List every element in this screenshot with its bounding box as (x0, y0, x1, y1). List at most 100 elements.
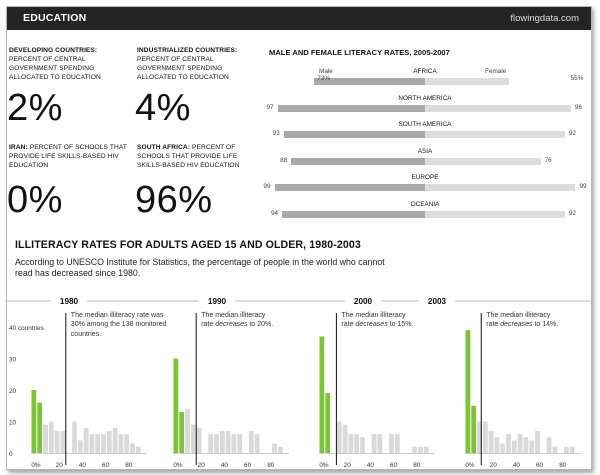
stat-label-industrialized: INDUSTRIALIZED COUNTRIES: PERCENT OF CEN… (137, 46, 255, 82)
male-value-label: 73% (317, 75, 331, 82)
male-value-label: 97 (266, 103, 274, 111)
stat-label-bold: SOUTH AFRICA: (137, 144, 191, 151)
y-tick-label: 10 (9, 420, 17, 427)
x-tick-label: 20 (344, 462, 352, 469)
female-bar (425, 210, 565, 218)
histogram-bar (48, 421, 54, 453)
y-tick-label: 40 countries (9, 325, 44, 332)
male-bar (282, 210, 425, 218)
y-tick-label: 0 (9, 451, 13, 458)
header-source: flowingdata.com (510, 13, 579, 24)
male-value-label: 99 (263, 183, 271, 190)
region-label: NORTH AMERICA (398, 94, 452, 102)
stat-label-text: PERCENT OF SCHOOLS THAT PROVIDE LIFE SKI… (137, 144, 240, 169)
histogram-bar (219, 430, 225, 453)
histogram-bar (112, 427, 118, 453)
female-bar (425, 157, 541, 165)
stat-value-industrialized: 4% (135, 87, 191, 129)
x-tick-label: 0% (31, 462, 41, 469)
histogram-bar (101, 434, 106, 453)
x-tick-label: 80 (267, 462, 275, 469)
year-label: 1980 (60, 297, 79, 306)
x-tick-label: 0% (173, 462, 183, 469)
histogram-bar (354, 434, 360, 453)
histogram-bar (494, 437, 500, 453)
histogram-bar (185, 408, 190, 453)
histogram-bar (517, 434, 523, 453)
histogram-bar (135, 446, 141, 453)
histogram-bar (95, 434, 101, 453)
median-annotation: The median illiteracy rate decreases to … (341, 312, 414, 329)
year-label-backdrop (419, 295, 455, 307)
median-annotation: The median illiteracy rate decreases to … (486, 312, 559, 329)
year-label-backdrop (345, 295, 381, 307)
legend-male: Male (319, 68, 333, 75)
histogram-bar (377, 434, 383, 453)
year-label: 2000 (354, 297, 373, 306)
x-tick-label: 20 (56, 462, 64, 469)
histogram-bar (130, 443, 135, 453)
stat-value-developing: 2% (7, 87, 63, 129)
year-label-backdrop (51, 295, 87, 307)
histogram-bar (43, 424, 48, 453)
histogram-bar (37, 402, 43, 453)
histogram-bar (465, 330, 471, 453)
male-value-label: 93 (272, 130, 280, 137)
histogram-bar (248, 430, 254, 453)
histogram-bar (277, 446, 283, 453)
histogram-bar (179, 412, 185, 453)
histogram-bar (552, 446, 558, 453)
histogram-bar (564, 446, 569, 453)
histogram-bar (54, 430, 60, 453)
female-bar (425, 131, 565, 138)
histogram-bar (196, 427, 202, 453)
x-tick-label: 60 (390, 462, 398, 469)
histogram-bar (124, 434, 130, 453)
region-label: ASIA (417, 147, 433, 155)
region-label: AFRICA (413, 68, 437, 75)
histogram-bar (394, 434, 400, 453)
male-bar (314, 78, 425, 85)
x-tick-label: 60 (536, 462, 544, 469)
histogram-bar (471, 405, 477, 453)
histogram-bar (523, 437, 529, 453)
histogram-bar (336, 421, 342, 453)
histogram-bar (173, 358, 179, 453)
histogram-bar (418, 446, 423, 453)
histogram-bar (488, 430, 494, 453)
histogram-bar (225, 430, 231, 453)
illiteracy-title: ILLITERACY RATES FOR ADULTS AGED 15 AND … (15, 239, 361, 251)
histogram-bar (423, 446, 429, 453)
infographic-frame: EDUCATION flowingdata.com DEVELOPING COU… (6, 6, 592, 470)
stat-label-bold: DEVELOPING COUNTRIES: (9, 47, 98, 54)
histogram-bar (254, 434, 260, 453)
histogram-bar (31, 390, 37, 453)
male-bar (291, 157, 425, 165)
histogram-bar (89, 434, 95, 453)
histogram-bar (106, 430, 112, 453)
histogram-bar (506, 434, 511, 453)
header-title: EDUCATION (23, 12, 87, 24)
female-value-label: 76 (544, 156, 552, 164)
histogram-bar (482, 421, 488, 453)
year-label-backdrop (199, 295, 235, 307)
histogram-bar (77, 440, 83, 453)
x-tick-label: 20 (198, 462, 206, 469)
histogram-bar (535, 430, 540, 453)
illiteracy-description: According to UNESCO Institute for Statis… (15, 257, 385, 278)
female-value-label: 92 (568, 209, 576, 217)
literacy-chart-title: MALE AND FEMALE LITERACY RATES, 2005-200… (269, 48, 450, 57)
stat-label-south-africa: SOUTH AFRICA: PERCENT OF SCHOOLS THAT PR… (137, 143, 255, 170)
histogram-bar (546, 437, 552, 453)
male-bar (283, 131, 425, 138)
x-tick-label: 40 (367, 462, 375, 469)
x-tick-label: 40 (79, 462, 87, 469)
x-tick-label: 60 (102, 462, 110, 469)
legend-female: Female (485, 68, 507, 75)
male-bar (277, 104, 425, 112)
histogram-bar (83, 427, 89, 453)
stat-label-iran: IRAN: PERCENT OF SCHOOLS THAT PROVIDE LI… (9, 143, 127, 170)
stat-value-iran: 0% (7, 179, 63, 221)
histogram-bar (272, 443, 277, 453)
histogram-bar (360, 437, 365, 453)
